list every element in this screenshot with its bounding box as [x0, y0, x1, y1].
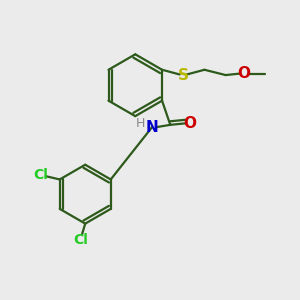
Text: Cl: Cl — [74, 233, 88, 247]
Text: S: S — [178, 68, 189, 82]
Text: O: O — [237, 66, 250, 81]
Text: Cl: Cl — [33, 168, 48, 182]
Text: N: N — [146, 120, 158, 135]
Text: H: H — [136, 117, 146, 130]
Text: O: O — [183, 116, 196, 131]
